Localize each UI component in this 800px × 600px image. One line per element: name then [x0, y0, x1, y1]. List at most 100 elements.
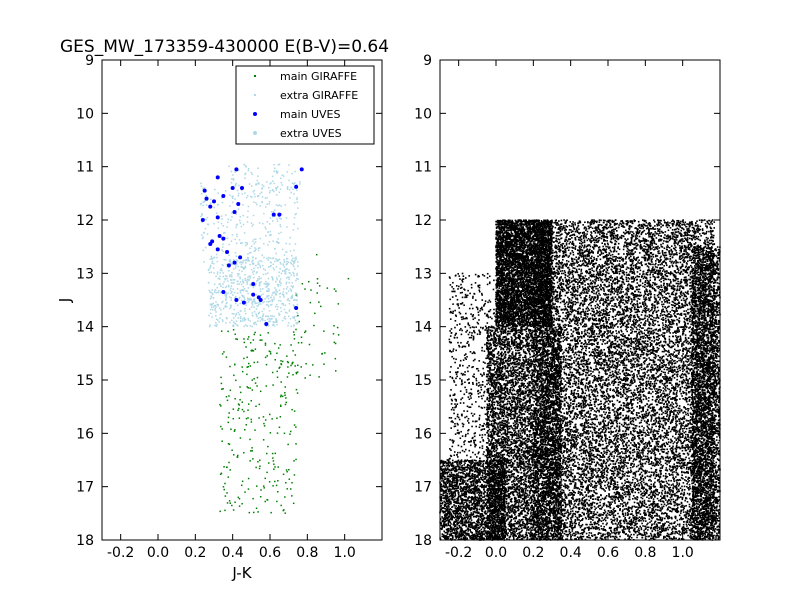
data-point: [209, 258, 212, 260]
data-point: [678, 483, 681, 486]
data-point: [608, 281, 611, 284]
data-point: [582, 452, 585, 454]
data-point: [274, 321, 277, 324]
data-point: [691, 220, 693, 223]
data-point: [640, 224, 643, 226]
data-point: [682, 370, 684, 373]
data-point: [575, 331, 578, 334]
data-point: [652, 256, 655, 258]
data-point: [245, 346, 247, 348]
data-point: [234, 322, 236, 325]
data-point: [647, 271, 649, 274]
data-point: [224, 293, 226, 296]
data-point: [297, 261, 299, 263]
data-point: [649, 272, 652, 274]
data-point: [568, 322, 571, 325]
data-point: [687, 293, 690, 295]
data-point: [271, 298, 273, 301]
data-point: [583, 468, 586, 471]
data-point: [261, 184, 264, 186]
data-point: [651, 409, 654, 411]
data-point: [602, 354, 604, 357]
data-point: [220, 267, 222, 270]
data-point: [668, 517, 671, 519]
data-point: [298, 320, 301, 323]
data-point: [248, 183, 251, 185]
data-point: [660, 245, 663, 248]
data-point: [590, 467, 593, 470]
data-point: [673, 348, 676, 351]
data-point: [252, 458, 254, 460]
data-point: [263, 256, 265, 259]
data-point: [632, 243, 634, 245]
data-point: [238, 297, 240, 300]
data-point: [672, 304, 674, 307]
data-point: [670, 537, 673, 540]
data-point: [602, 232, 604, 235]
data-point: [284, 496, 286, 498]
data-point: [627, 377, 629, 380]
data-point: [572, 456, 574, 458]
data-point: [590, 232, 593, 234]
data-point: [225, 292, 227, 294]
data-point: [711, 219, 714, 221]
data-point: [226, 277, 228, 280]
data-point: [629, 451, 632, 454]
right-data-points: [439, 219, 721, 541]
data-point: [613, 527, 616, 530]
data-point: [580, 268, 583, 271]
data-point: [563, 351, 565, 354]
data-point: [268, 317, 271, 320]
data-point: [333, 288, 336, 290]
data-point: [672, 417, 674, 420]
data-point: [651, 537, 653, 540]
data-point: [712, 348, 715, 351]
data-point: [667, 229, 670, 232]
data-point: [274, 293, 277, 296]
data-point: [674, 362, 677, 364]
data-point: [263, 243, 265, 245]
data-point: [632, 460, 635, 463]
data-point: [237, 454, 239, 457]
data-point: [627, 353, 630, 355]
data-point: [642, 407, 645, 410]
data-point: [282, 294, 285, 297]
data-point: [289, 433, 291, 435]
data-point: [624, 364, 626, 367]
data-point: [265, 325, 268, 328]
data-point: [682, 459, 685, 462]
data-point: [271, 175, 274, 178]
data-point: [630, 464, 632, 467]
data-point: [652, 500, 655, 503]
data-point: [640, 276, 643, 278]
data-point: [291, 482, 293, 484]
data-point: [572, 270, 575, 273]
data-point: [593, 256, 595, 259]
data-point: [255, 323, 258, 326]
data-point: [691, 413, 693, 416]
data-point: [676, 344, 679, 346]
data-point: [288, 303, 291, 305]
data-point: [262, 301, 264, 304]
data-point: [283, 509, 285, 511]
data-point: [286, 258, 289, 260]
data-point: [246, 281, 248, 284]
data-point: [627, 326, 630, 329]
data-point: [633, 457, 636, 460]
data-point: [250, 418, 253, 421]
data-point: [655, 283, 658, 286]
data-point: [257, 263, 259, 265]
data-point: [602, 219, 605, 222]
data-point: [244, 324, 247, 326]
data-point: [286, 188, 289, 190]
data-point: [255, 280, 258, 282]
data-point: [546, 527, 549, 529]
data-point: [638, 518, 641, 521]
data-point: [250, 450, 252, 452]
data-point: [263, 425, 266, 427]
data-point: [221, 353, 224, 355]
data-point: [673, 368, 676, 371]
legend-marker: [253, 131, 257, 135]
data-point: [222, 264, 224, 267]
data-point: [252, 339, 255, 341]
